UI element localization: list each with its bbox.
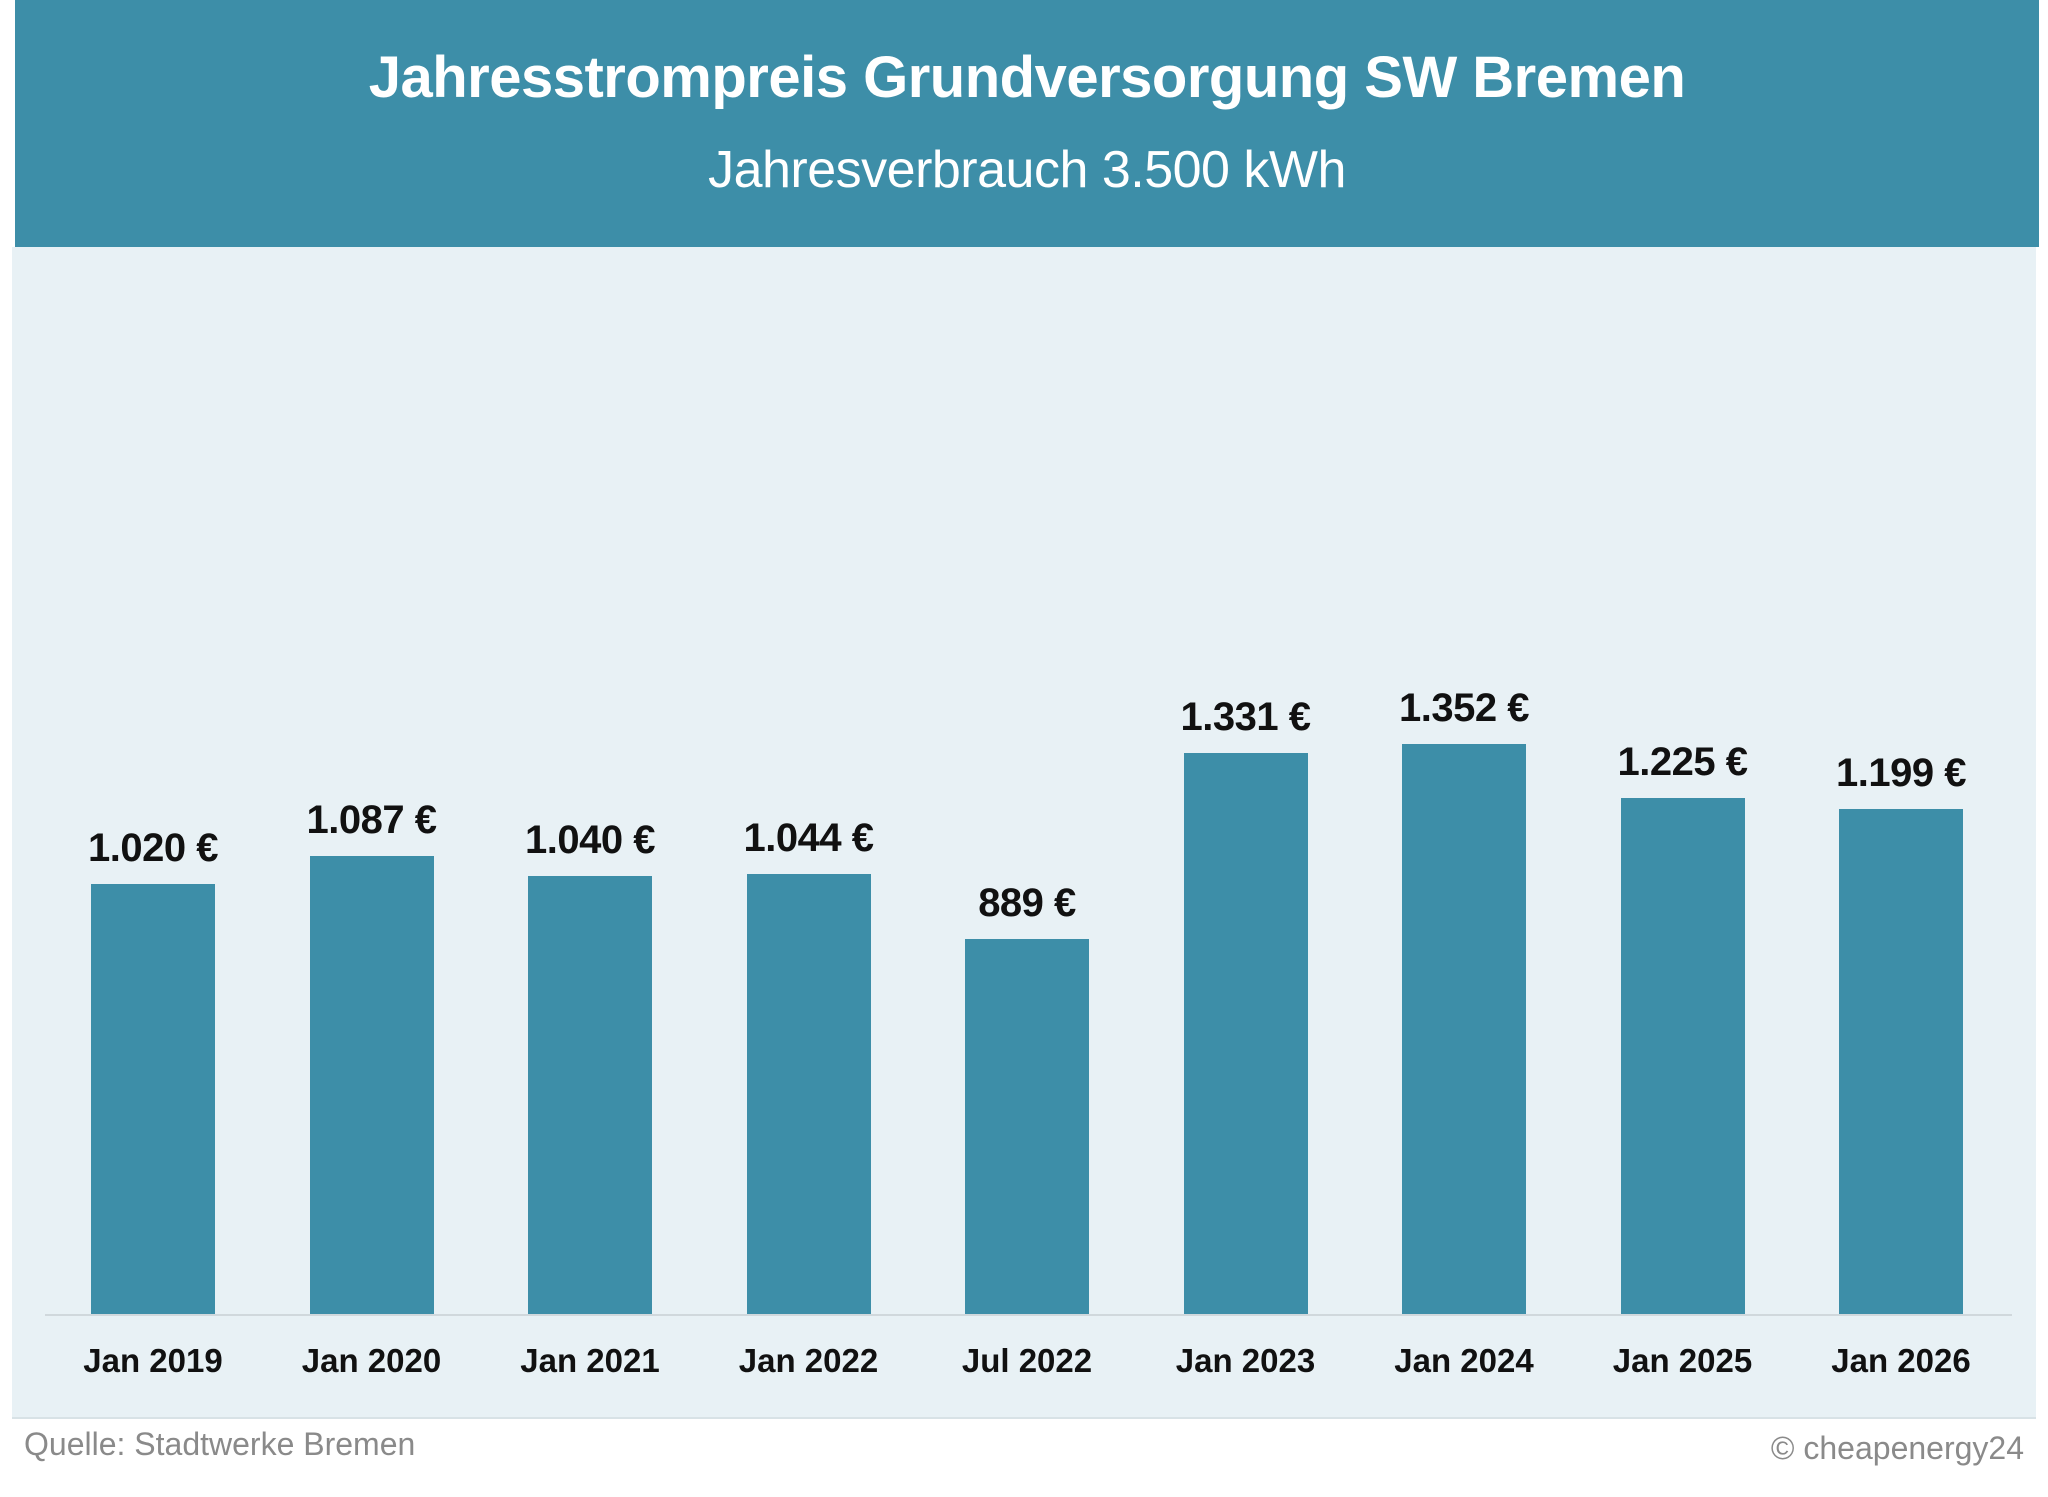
bar (746, 873, 871, 1314)
data-label: 1.331 € (1180, 694, 1311, 739)
data-label: 1.352 € (1399, 685, 1529, 730)
bar (965, 939, 1089, 1314)
chart-header: Jahresstrompreis Grundversorgung SW Brem… (15, 0, 2039, 247)
data-label: 1.020 € (88, 825, 218, 870)
bar (1839, 808, 1963, 1314)
chart-subtitle: Jahresverbrauch 3.500 kWh (708, 141, 1346, 199)
data-label: 1.087 € (306, 797, 437, 842)
bar (528, 875, 652, 1314)
x-tick-label: Jan 2022 (738, 1342, 879, 1379)
bar (1620, 797, 1745, 1314)
copyright-note: © cheapenergy24 (1770, 1430, 2024, 1466)
bar (1402, 743, 1526, 1314)
bar (91, 883, 215, 1314)
x-tick-label: Jan 2020 (301, 1342, 442, 1379)
x-tick-label: Jan 2023 (1175, 1342, 1316, 1379)
data-label: 1.199 € (1836, 750, 1966, 795)
x-axis-line (45, 1314, 2012, 1316)
source-note: Quelle: Stadtwerke Bremen (24, 1426, 416, 1462)
data-label: 1.040 € (525, 817, 655, 862)
x-tick-label: Jan 2021 (520, 1342, 660, 1379)
x-tick-label: Jan 2026 (1831, 1342, 1971, 1379)
x-tick-label: Jan 2025 (1612, 1342, 1753, 1379)
chart-title: Jahresstrompreis Grundversorgung SW Brem… (368, 45, 1686, 110)
x-tick-label: Jan 2019 (83, 1342, 223, 1379)
data-label: 1.225 € (1617, 739, 1748, 784)
x-tick-label: Jul 2022 (961, 1342, 1093, 1379)
bar (309, 855, 434, 1314)
x-tick-label: Jan 2024 (1394, 1342, 1534, 1379)
data-label: 889 € (978, 881, 1076, 926)
bar (1183, 752, 1308, 1314)
data-label: 1.044 € (743, 815, 874, 860)
